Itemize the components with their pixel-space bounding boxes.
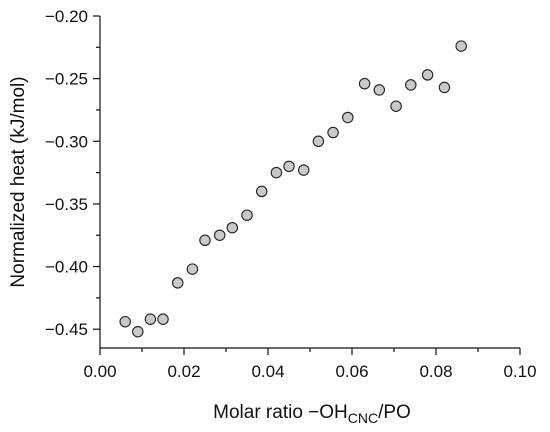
x-tick-label: 0.06 xyxy=(335,362,368,381)
data-point xyxy=(157,313,169,325)
data-point xyxy=(358,77,371,90)
x-tick-label: 0.02 xyxy=(167,362,200,381)
x-tick-label: 0.00 xyxy=(83,362,116,381)
data-point xyxy=(241,209,253,221)
x-axis-label-subscript: CNC xyxy=(348,410,378,426)
data-point xyxy=(213,229,226,241)
data-point xyxy=(390,100,402,112)
data-point xyxy=(405,79,417,91)
data-point xyxy=(199,234,211,247)
y-tick-label: −0.35 xyxy=(45,195,88,214)
data-point xyxy=(226,221,239,234)
data-point xyxy=(421,69,434,81)
y-ticks: −0.20 −0.25 −0.30 −0.35 −0.40 −0.45 xyxy=(45,7,100,339)
y-tick-label: −0.40 xyxy=(45,258,88,277)
x-axis-label: Molar ratio −OHCNC/PO xyxy=(213,402,411,426)
data-point xyxy=(438,81,451,94)
data-points xyxy=(119,40,467,338)
x-axis-label-main: Molar ratio −OH xyxy=(213,402,348,423)
x-axis-label-suffix: /PO xyxy=(378,402,411,423)
y-tick-label: −0.30 xyxy=(45,132,88,151)
data-point xyxy=(144,313,157,325)
data-point xyxy=(455,40,467,52)
axes xyxy=(99,16,520,349)
y-tick-label: −0.25 xyxy=(45,70,88,89)
data-point xyxy=(297,164,310,176)
data-point xyxy=(119,315,131,328)
y-tick-label: −0.45 xyxy=(45,320,88,339)
x-tick-label: 0.10 xyxy=(503,362,536,381)
x-ticks: 0.00 0.02 0.04 0.06 0.08 0.10 xyxy=(83,348,537,381)
y-axis-label: Normalized heat (kJ/mol) xyxy=(8,76,29,287)
data-point xyxy=(342,111,354,124)
data-point xyxy=(312,135,325,148)
data-point xyxy=(186,263,199,275)
data-point xyxy=(132,325,144,338)
data-point xyxy=(255,185,268,198)
y-tick-label: −0.20 xyxy=(45,7,88,26)
data-point xyxy=(327,126,339,139)
data-point xyxy=(171,277,184,289)
data-point xyxy=(270,166,283,179)
x-tick-label: 0.08 xyxy=(419,362,452,381)
x-tick-label: 0.04 xyxy=(251,362,284,381)
data-point xyxy=(283,160,295,173)
data-point xyxy=(373,84,386,96)
